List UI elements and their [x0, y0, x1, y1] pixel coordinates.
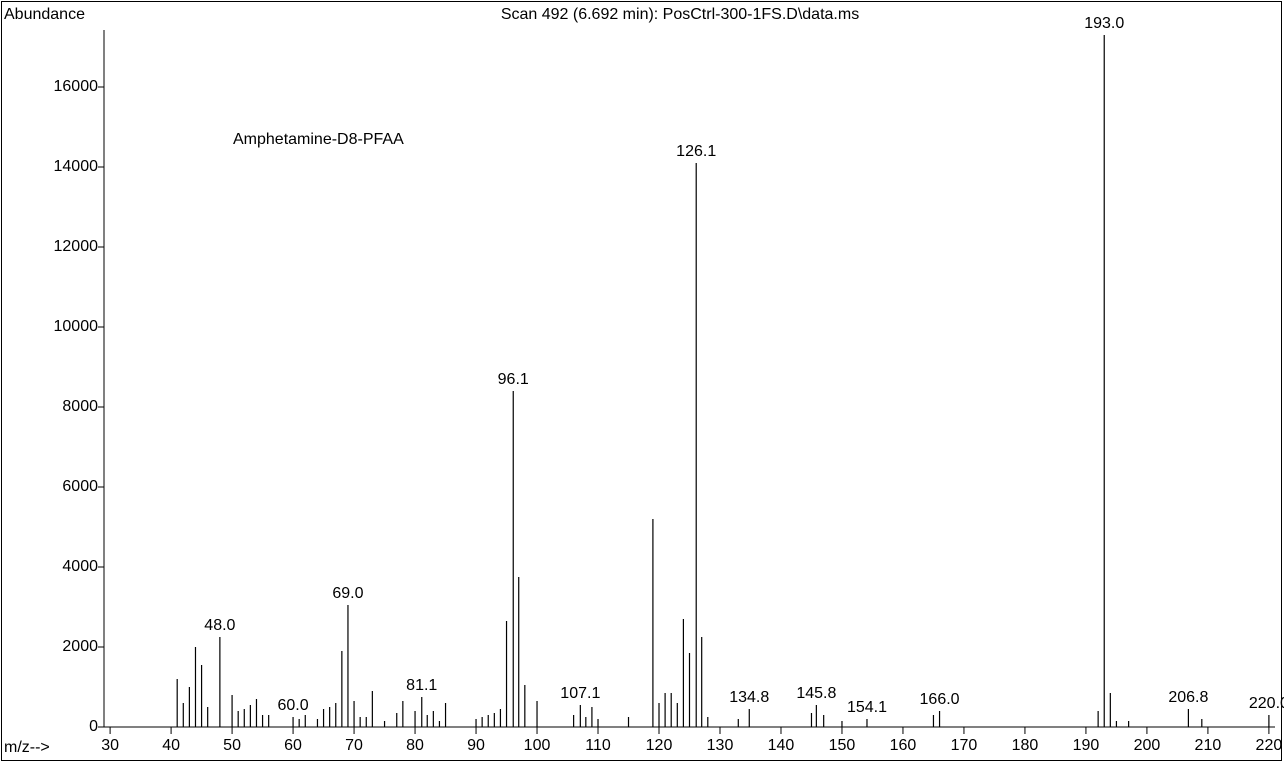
x-tick-label: 90	[467, 737, 485, 754]
peak-label: 69.0	[332, 585, 363, 602]
x-tick-label: 180	[1012, 737, 1039, 754]
x-tick-label: 170	[951, 737, 978, 754]
y-tick-label: 14000	[54, 158, 99, 175]
peak-label: 48.0	[204, 617, 235, 634]
x-tick-label: 190	[1073, 737, 1100, 754]
x-tick-label: 50	[223, 737, 241, 754]
x-tick-label: 40	[162, 737, 180, 754]
peak-label: 193.0	[1084, 15, 1124, 32]
peak-label: 145.8	[796, 685, 836, 702]
x-tick-label: 110	[585, 737, 611, 754]
y-tick-label: 16000	[54, 78, 99, 95]
peak-label: 126.1	[676, 143, 716, 160]
peak-label: 166.0	[920, 691, 960, 708]
y-axis-label: Abundance	[4, 6, 85, 23]
x-tick-label: 80	[406, 737, 424, 754]
peak-label: 154.1	[847, 699, 887, 716]
y-tick-label: 12000	[54, 238, 99, 255]
y-tick-label: 10000	[54, 318, 99, 335]
y-tick-label: 6000	[62, 478, 98, 495]
x-tick-label: 120	[646, 737, 673, 754]
y-tick-label: 0	[89, 718, 98, 735]
peak-label: 220.0	[1249, 695, 1284, 712]
peak-label: 96.1	[498, 371, 529, 388]
x-tick-label: 100	[524, 737, 551, 754]
peak-label: 60.0	[277, 697, 308, 714]
x-tick-label: 160	[890, 737, 917, 754]
x-tick-label: 130	[707, 737, 734, 754]
peak-label: 134.8	[729, 689, 769, 706]
x-tick-label: 30	[101, 737, 119, 754]
x-tick-label: 200	[1134, 737, 1161, 754]
chart-title: Scan 492 (6.692 min): PosCtrl-300-1FS.D\…	[501, 6, 859, 23]
annotation: Amphetamine-D8-PFAA	[233, 131, 404, 148]
x-tick-label: 140	[768, 737, 795, 754]
x-tick-label: 150	[829, 737, 856, 754]
peak-label: 206.8	[1168, 689, 1208, 706]
x-tick-label: 70	[345, 737, 363, 754]
y-tick-label: 8000	[62, 398, 98, 415]
y-tick-label: 4000	[62, 558, 98, 575]
x-tick-label: 220	[1256, 737, 1283, 754]
peak-label: 81.1	[406, 677, 437, 694]
peak-label: 107.1	[560, 685, 600, 702]
x-tick-label: 210	[1195, 737, 1222, 754]
x-tick-label: 60	[284, 737, 302, 754]
y-tick-label: 2000	[62, 638, 98, 655]
x-axis-label: m/z-->	[4, 739, 50, 756]
